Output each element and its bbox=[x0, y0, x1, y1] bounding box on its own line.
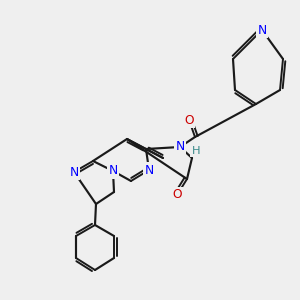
Text: N: N bbox=[108, 164, 118, 178]
Text: N: N bbox=[69, 166, 79, 178]
Text: O: O bbox=[172, 188, 182, 202]
Text: N: N bbox=[144, 164, 154, 176]
Text: N: N bbox=[176, 140, 184, 154]
Text: N: N bbox=[257, 23, 267, 37]
Text: O: O bbox=[184, 113, 194, 127]
Text: H: H bbox=[192, 146, 200, 156]
